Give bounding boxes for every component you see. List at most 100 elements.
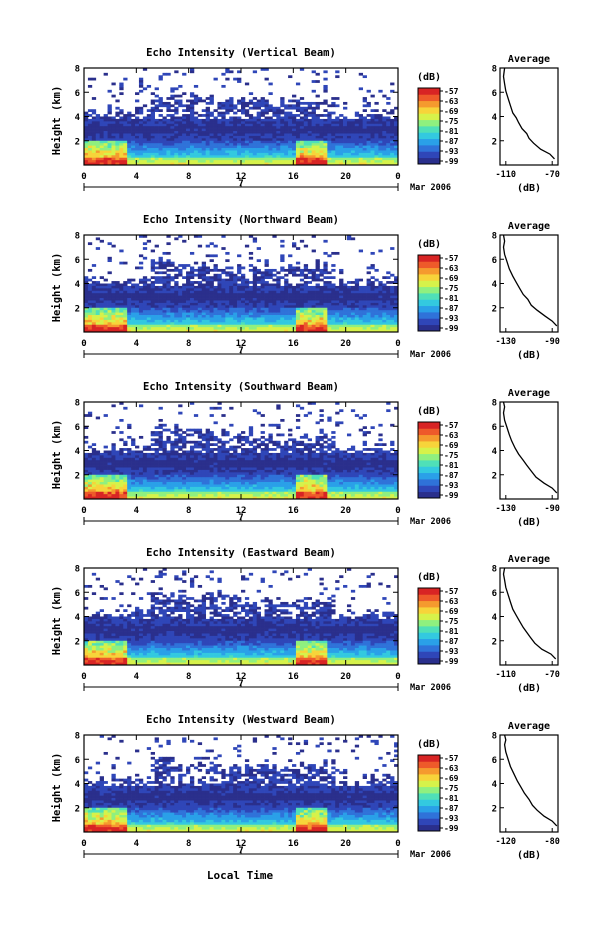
colorbar-segment [418,132,440,140]
x-tick-label: 0 [81,506,86,516]
colorbar-segment [418,651,440,659]
panel-3: Echo Intensity (Southward Beam) Height (k… [51,381,560,528]
colorbar-tick-label: -81 [444,461,459,470]
colorbar-segment [418,453,440,461]
profile-line [503,734,558,827]
heatmap [84,68,399,166]
colorbar-tick-label: -63 [444,597,459,606]
month-label: Mar 2006 [410,350,451,360]
x-tick-label: 8 [186,506,191,516]
profile-line [502,401,558,494]
x-tick-label: 16 [288,172,299,182]
colorbar-tick-label: -99 [444,157,459,166]
profile-y-tick-label: 6 [492,256,497,266]
month-label: Mar 2006 [410,517,451,527]
y-tick-label: 8 [75,65,80,75]
profile-x-tick-label: -110 [496,170,516,180]
x-tick-label: 16 [288,839,299,849]
colorbar-segment [418,138,440,146]
x-tick-label: 0 [395,506,400,516]
y-tick-label: 8 [75,732,80,742]
x-tick-label: 4 [134,672,140,682]
colorbar-segment [418,261,440,269]
x-tick-label: 8 [186,172,191,182]
profile-y-tick-label: 8 [492,399,497,409]
colorbar-segment [418,428,440,436]
x-tick-label: 0 [81,839,86,849]
colorbar: (dB)-57-63-69-75-81-87-93-99 [417,239,459,333]
y-axis-label: Height (km) [51,753,63,823]
colorbar-segment [418,485,440,493]
panel-title: Echo Intensity (Northward Beam) [143,214,339,226]
profile-x-tick-label: -130 [496,337,516,347]
colorbar-segment [418,255,440,262]
profile-panel: Average 2 4 6 8 -120 -80 (dB) [492,721,560,861]
panel-title: Echo Intensity (Southward Beam) [143,381,339,393]
colorbar-segment [418,799,440,807]
profile-y-tick-label: 2 [492,637,497,647]
colorbar-segment [418,94,440,102]
colorbar-unit: (dB) [417,572,441,583]
x-tick-label: 0 [81,672,86,682]
profile-frame [499,734,559,833]
x-tick-label: 0 [395,672,400,682]
panel-4: Echo Intensity (Eastward Beam) Height (km… [51,547,560,694]
colorbar-tick-label: -99 [444,824,459,833]
colorbar-frame [417,421,441,499]
heatmap [84,735,399,833]
colorbar-tick-label: -57 [444,87,459,96]
colorbar-segment [418,657,440,665]
colorbar-tick-label: -75 [444,284,459,293]
profile-title: Average [508,721,550,732]
colorbar-tick-label: -93 [444,481,459,490]
profile-y-tick-label: 6 [492,589,497,599]
colorbar-tick-label: -57 [444,587,459,596]
profile-x-tick-label: -90 [545,337,560,347]
x-tick-label: 4 [134,339,140,349]
colorbar-segment [418,619,440,627]
x-tick-label: 8 [186,839,191,849]
x-tick-label: 12 [236,172,247,182]
colorbar-tick-label: -81 [444,127,459,136]
y-tick-label: 2 [75,304,80,314]
profile-x-tick-label: -70 [545,670,560,680]
profile-panel: Average 2 4 6 8 -110 -70 (dB) [492,554,560,694]
profile-y-tick-label: 6 [492,756,497,766]
colorbar-segment [418,280,440,288]
profile-frame [499,401,559,500]
colorbar-segment [418,805,440,813]
colorbar-tick-label: -69 [444,107,459,116]
colorbar-tick-label: -93 [444,314,459,323]
colorbar-segment [418,460,440,467]
colorbar-tick-label: -69 [444,441,459,450]
panel-title: Echo Intensity (Eastward Beam) [146,547,336,559]
y-tick-label: 2 [75,471,80,481]
profile-y-tick-label: 6 [492,89,497,99]
x-tick-label: 16 [288,339,299,349]
colorbar-tick-label: -87 [444,637,459,646]
colorbar-segment [418,119,440,127]
profile-y-tick-label: 4 [492,613,498,623]
date-label: 7 [238,179,243,189]
colorbar-segment [418,818,440,826]
date-label: 7 [238,846,243,856]
x-tick-label: 16 [288,506,299,516]
profile-line [502,67,555,160]
colorbar-tick-label: -81 [444,294,459,303]
x-tick-label: 0 [395,839,400,849]
heatmap [84,402,399,500]
profile-x-tick-label: -90 [545,504,560,514]
colorbar: (dB)-57-63-69-75-81-87-93-99 [417,739,459,833]
colorbar-unit: (dB) [417,406,441,417]
x-tick-label: 20 [340,672,351,682]
colorbar-segment [418,774,440,781]
profile-y-tick-label: 4 [492,113,498,123]
colorbar-segment [418,324,440,332]
month-label: Mar 2006 [410,683,451,693]
y-tick-label: 6 [75,756,80,766]
y-axis-label: Height (km) [51,586,63,656]
colorbar-segment [418,466,440,474]
profile-y-tick-label: 8 [492,732,497,742]
y-axis-label: Height (km) [51,253,63,323]
